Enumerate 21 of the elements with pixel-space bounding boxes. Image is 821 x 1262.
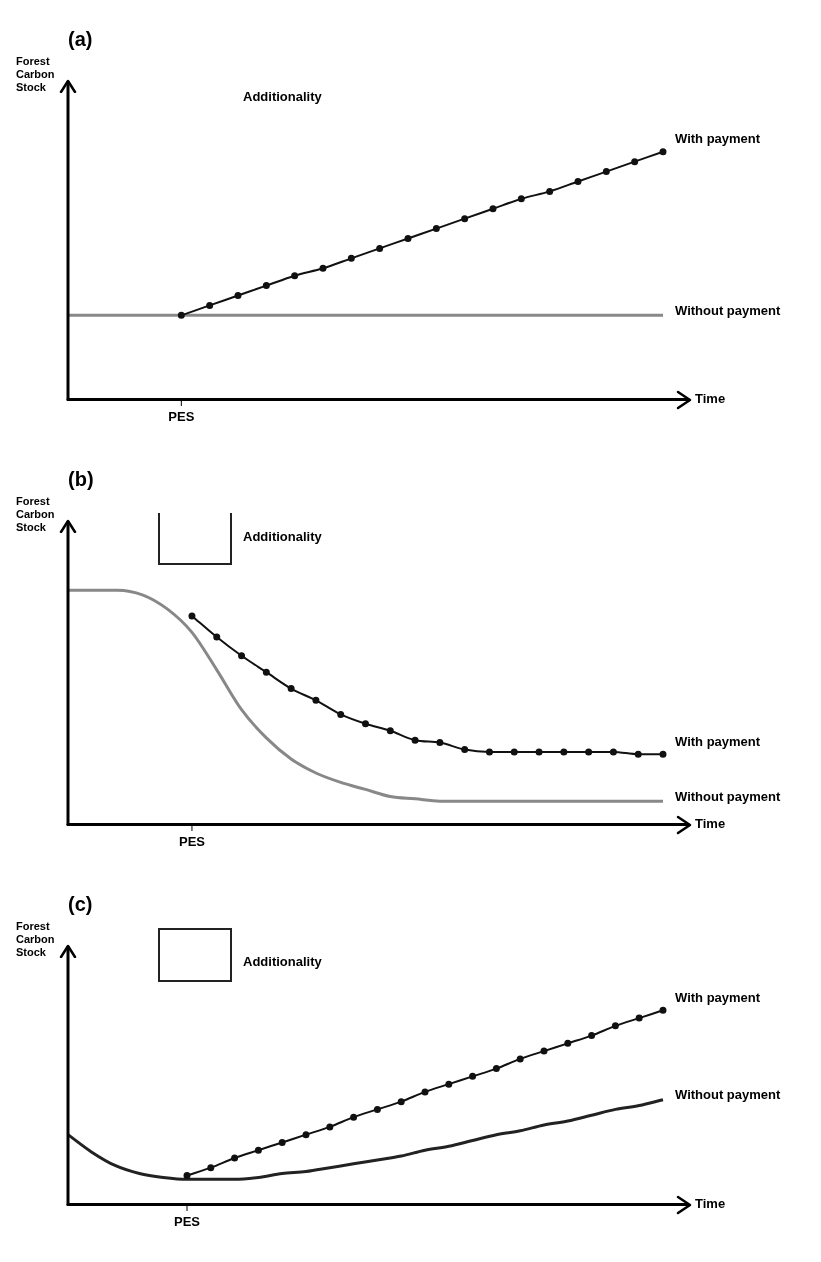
- series-label: With payment: [675, 131, 761, 147]
- y-axis-title: Forest Carbon Stock: [16, 920, 55, 959]
- series-label: Without payment: [675, 1087, 781, 1103]
- y-axis-title: Forest Carbon Stock: [16, 55, 55, 94]
- series-label: Without payment: [675, 302, 781, 318]
- text: Additionality: [243, 88, 323, 104]
- text: Additionality: [243, 528, 323, 544]
- chart-title: (a): [68, 27, 93, 50]
- text: PES: [173, 1214, 201, 1230]
- series-label: With payment: [675, 989, 761, 1005]
- x-axis-title: Time: [695, 1196, 726, 1212]
- text: PES: [178, 834, 206, 850]
- series-label: With payment: [675, 733, 761, 749]
- y-axis-title: Forest Carbon Stock: [16, 495, 55, 534]
- chart-title: (c): [68, 892, 93, 915]
- series-label: Without payment: [675, 788, 781, 804]
- x-axis-title: Time: [695, 391, 726, 407]
- chart-title: (b): [68, 467, 94, 490]
- x-axis-title: Time: [695, 816, 726, 832]
- text: Additionality: [243, 953, 323, 969]
- text: PES: [168, 409, 195, 425]
